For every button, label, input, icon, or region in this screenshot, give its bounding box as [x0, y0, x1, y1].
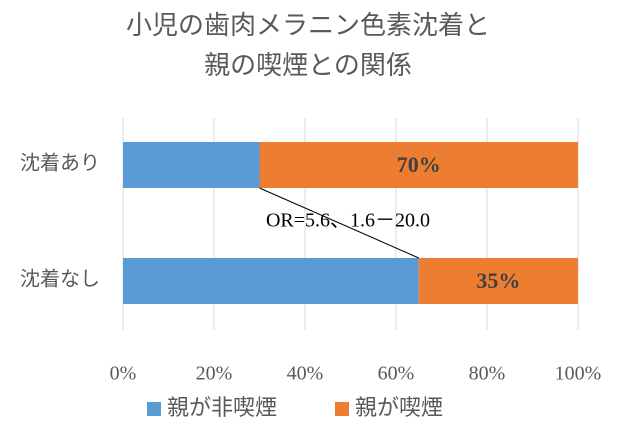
x-tick-label: 80%: [469, 363, 506, 385]
annotation: OR=5.6、1.6－20.0: [266, 210, 430, 232]
bar: [418, 258, 578, 304]
legend-swatch: [335, 402, 349, 416]
legend-swatch: [147, 402, 161, 416]
chart-title: 小児の歯肉メラニン色素沈着と: [126, 11, 490, 40]
y-tick-label: 沈着あり: [20, 152, 100, 175]
x-tick-label: 100%: [555, 363, 602, 385]
x-tick-label: 40%: [287, 363, 324, 385]
bar: [259, 142, 578, 188]
legend-label: 親が喫煙: [355, 395, 443, 420]
x-tick-label: 60%: [378, 363, 415, 385]
x-tick-label: 20%: [196, 363, 233, 385]
value-label: 35%: [476, 268, 520, 293]
x-tick-label: 0%: [110, 363, 137, 385]
bar: [123, 258, 419, 304]
y-tick-label: 沈着なし: [20, 268, 100, 291]
bar: [123, 142, 260, 188]
chart-title: 親の喫煙との関係: [204, 51, 412, 80]
legend-label: 親が非喫煙: [167, 395, 277, 420]
connector-line: [259, 187, 419, 259]
value-label: 70%: [397, 152, 441, 177]
